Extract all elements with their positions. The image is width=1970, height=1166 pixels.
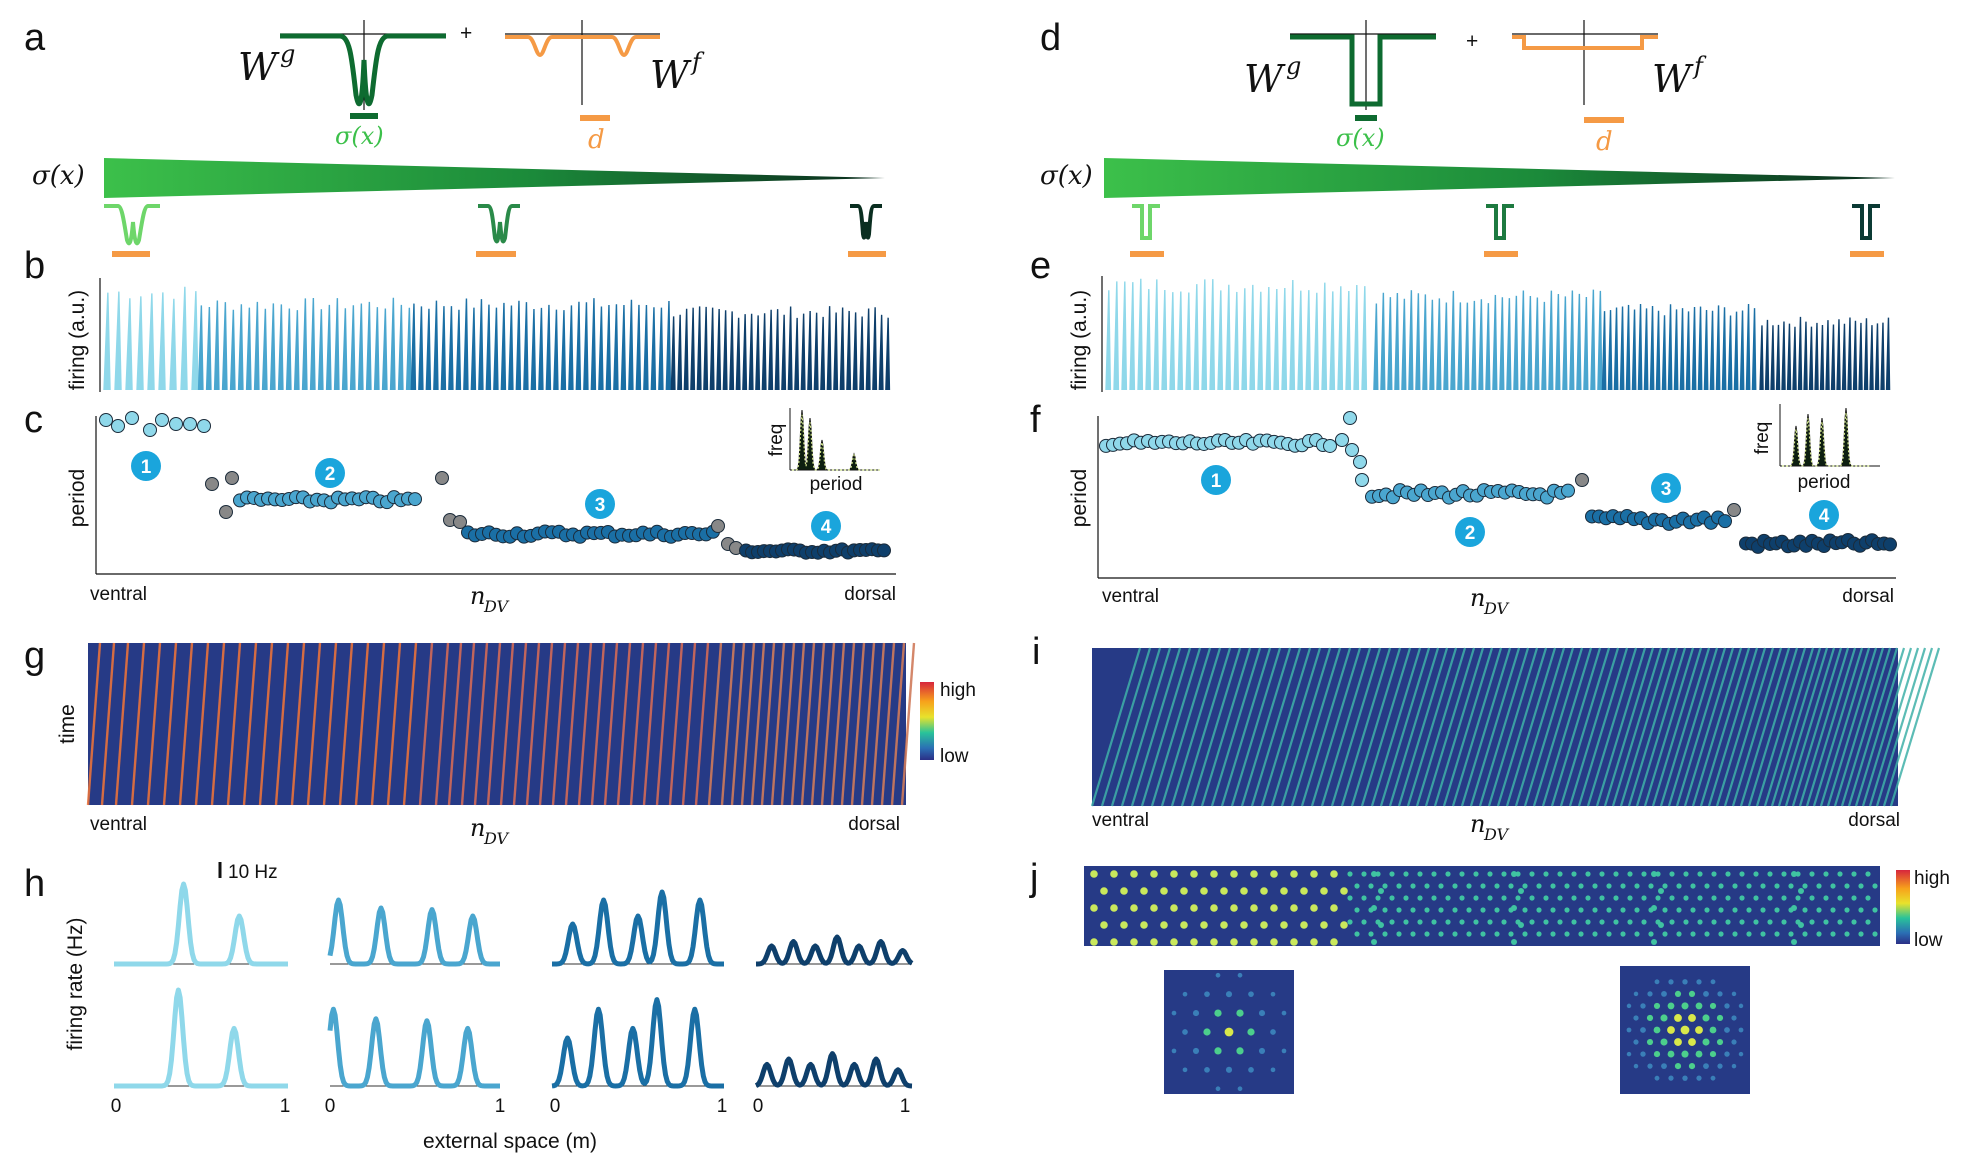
tick-1-h2: 1 bbox=[495, 1096, 506, 1117]
heatmap-stripes-g bbox=[86, 642, 916, 806]
dorsal-label-g: dorsal bbox=[848, 814, 900, 835]
sigma-axis-label-d: σ(x) bbox=[1040, 161, 1093, 191]
inset-freq-label-c: freq bbox=[766, 424, 787, 457]
ndv-label-f: n bbox=[1470, 584, 1485, 612]
panel-label-g: g bbox=[24, 635, 45, 677]
kernel-wf-left: d W f bbox=[505, 20, 705, 155]
wg-symbol-d: W bbox=[1244, 57, 1286, 101]
rate-maps-h bbox=[113, 881, 914, 1089]
x-label-external-space-h: external space (m) bbox=[423, 1130, 597, 1153]
firing-trace-b bbox=[103, 286, 891, 391]
badge-2-f: 2 bbox=[1465, 523, 1476, 544]
colorbar-j bbox=[1896, 870, 1910, 944]
inset-freq-c: freq period bbox=[766, 408, 880, 495]
sigma-gradient-d bbox=[1104, 158, 1895, 198]
inset-period-label-c: period bbox=[810, 474, 863, 495]
tick-1-h3: 1 bbox=[717, 1096, 728, 1117]
colorbar-high-j: high bbox=[1914, 868, 1950, 889]
colorbar-low-g: low bbox=[940, 746, 969, 767]
y-label-period-c: period bbox=[66, 469, 89, 527]
dorsal-label-f: dorsal bbox=[1842, 586, 1894, 607]
mini-kernels-a bbox=[104, 204, 886, 257]
ndv-label-c: n bbox=[470, 582, 485, 610]
wf-superscript-d: f bbox=[1692, 52, 1707, 80]
y-label-firing-b: firing (a.u.) bbox=[66, 290, 89, 390]
ndv-label-i: n bbox=[1470, 810, 1485, 838]
ndv-sub-f: DV bbox=[1483, 599, 1510, 618]
colorbar-high-g: high bbox=[940, 680, 976, 701]
d-label-d: d bbox=[1596, 127, 1613, 157]
inset-freq-f: freq period bbox=[1752, 404, 1880, 493]
tick-0-h1: 0 bbox=[111, 1096, 122, 1117]
ndv-label-g: n bbox=[470, 814, 485, 842]
grid-dots-j bbox=[1090, 870, 1878, 946]
panel-label-a: a bbox=[24, 17, 46, 59]
wf-symbol: W bbox=[650, 53, 692, 97]
wf-symbol-d: W bbox=[1652, 57, 1694, 101]
badge-1-c: 1 bbox=[141, 457, 152, 478]
ventral-label-f: ventral bbox=[1102, 586, 1159, 607]
badge-4-f: 4 bbox=[1819, 506, 1830, 527]
badge-4-c: 4 bbox=[821, 517, 832, 538]
colorbar-low-j: low bbox=[1914, 930, 1943, 951]
firing-trace-e bbox=[1105, 278, 1891, 391]
sigma-gradient-a bbox=[104, 158, 885, 198]
sigma-axis-label-a: σ(x) bbox=[32, 161, 85, 191]
y-label-period-f: period bbox=[1068, 469, 1091, 527]
panel-label-d: d bbox=[1040, 17, 1061, 59]
autocorr-right-dots-j bbox=[1626, 979, 1744, 1081]
module-badges-f: 1 2 3 4 bbox=[1201, 465, 1839, 547]
panel-label-h: h bbox=[24, 863, 45, 905]
plus-sign-a: + bbox=[460, 22, 472, 45]
tick-1-h4: 1 bbox=[900, 1096, 911, 1117]
ventral-label-g: ventral bbox=[90, 814, 147, 835]
ventral-label-c: ventral bbox=[90, 584, 147, 605]
d-label-a: d bbox=[588, 125, 605, 155]
autocorr-left-dots-j bbox=[1171, 972, 1287, 1092]
kernel-wg-left: W g σ(x) bbox=[238, 20, 446, 150]
colorbar-g bbox=[920, 682, 934, 760]
badge-2-c: 2 bbox=[325, 464, 336, 485]
dorsal-label-c: dorsal bbox=[844, 584, 896, 605]
period-scatter-f bbox=[1099, 411, 1897, 554]
plus-sign-d: + bbox=[1466, 30, 1478, 53]
scale-bar-label-h: 10 Hz bbox=[228, 862, 278, 883]
kernel-wf-right: d W f bbox=[1512, 20, 1707, 157]
ndv-sub-c: DV bbox=[483, 597, 510, 616]
wg-superscript-d: g bbox=[1286, 52, 1301, 80]
wg-superscript: g bbox=[280, 40, 295, 68]
dorsal-label-i: dorsal bbox=[1848, 810, 1900, 831]
panel-label-c: c bbox=[24, 399, 43, 441]
y-label-firing-e: firing (a.u.) bbox=[1068, 290, 1091, 390]
tick-0-h3: 0 bbox=[550, 1096, 561, 1117]
y-label-firing-rate-h: firing rate (Hz) bbox=[64, 917, 87, 1050]
badge-3-c: 3 bbox=[595, 495, 606, 516]
mini-kernels-d bbox=[1130, 204, 1884, 257]
tick-0-h2: 0 bbox=[325, 1096, 336, 1117]
inset-freq-label-f: freq bbox=[1752, 422, 1773, 455]
tick-1-h1: 1 bbox=[280, 1096, 291, 1117]
module-badges-c: 1 2 3 4 bbox=[131, 451, 841, 541]
sigma-label-a: σ(x) bbox=[335, 122, 384, 150]
panel-label-b: b bbox=[24, 245, 45, 287]
tick-0-h4: 0 bbox=[753, 1096, 764, 1117]
panel-label-f: f bbox=[1030, 399, 1041, 441]
kernel-wg-right: W g σ(x) bbox=[1244, 20, 1436, 152]
badge-1-f: 1 bbox=[1211, 471, 1222, 492]
panel-label-e: e bbox=[1030, 245, 1051, 287]
wf-superscript: f bbox=[690, 48, 705, 76]
panel-label-i: i bbox=[1032, 631, 1040, 673]
badge-3-f: 3 bbox=[1661, 479, 1672, 500]
period-scatter-c bbox=[99, 411, 891, 560]
ventral-label-i: ventral bbox=[1092, 810, 1149, 831]
heatmap-stripes-i bbox=[1090, 647, 1941, 807]
y-label-time-g: time bbox=[56, 704, 79, 744]
wg-symbol: W bbox=[238, 45, 280, 89]
ndv-sub-g: DV bbox=[483, 829, 510, 848]
inset-period-label-f: period bbox=[1798, 472, 1851, 493]
panel-label-j: j bbox=[1029, 857, 1038, 899]
sigma-label-d: σ(x) bbox=[1336, 124, 1385, 152]
ndv-sub-i: DV bbox=[1483, 825, 1510, 844]
